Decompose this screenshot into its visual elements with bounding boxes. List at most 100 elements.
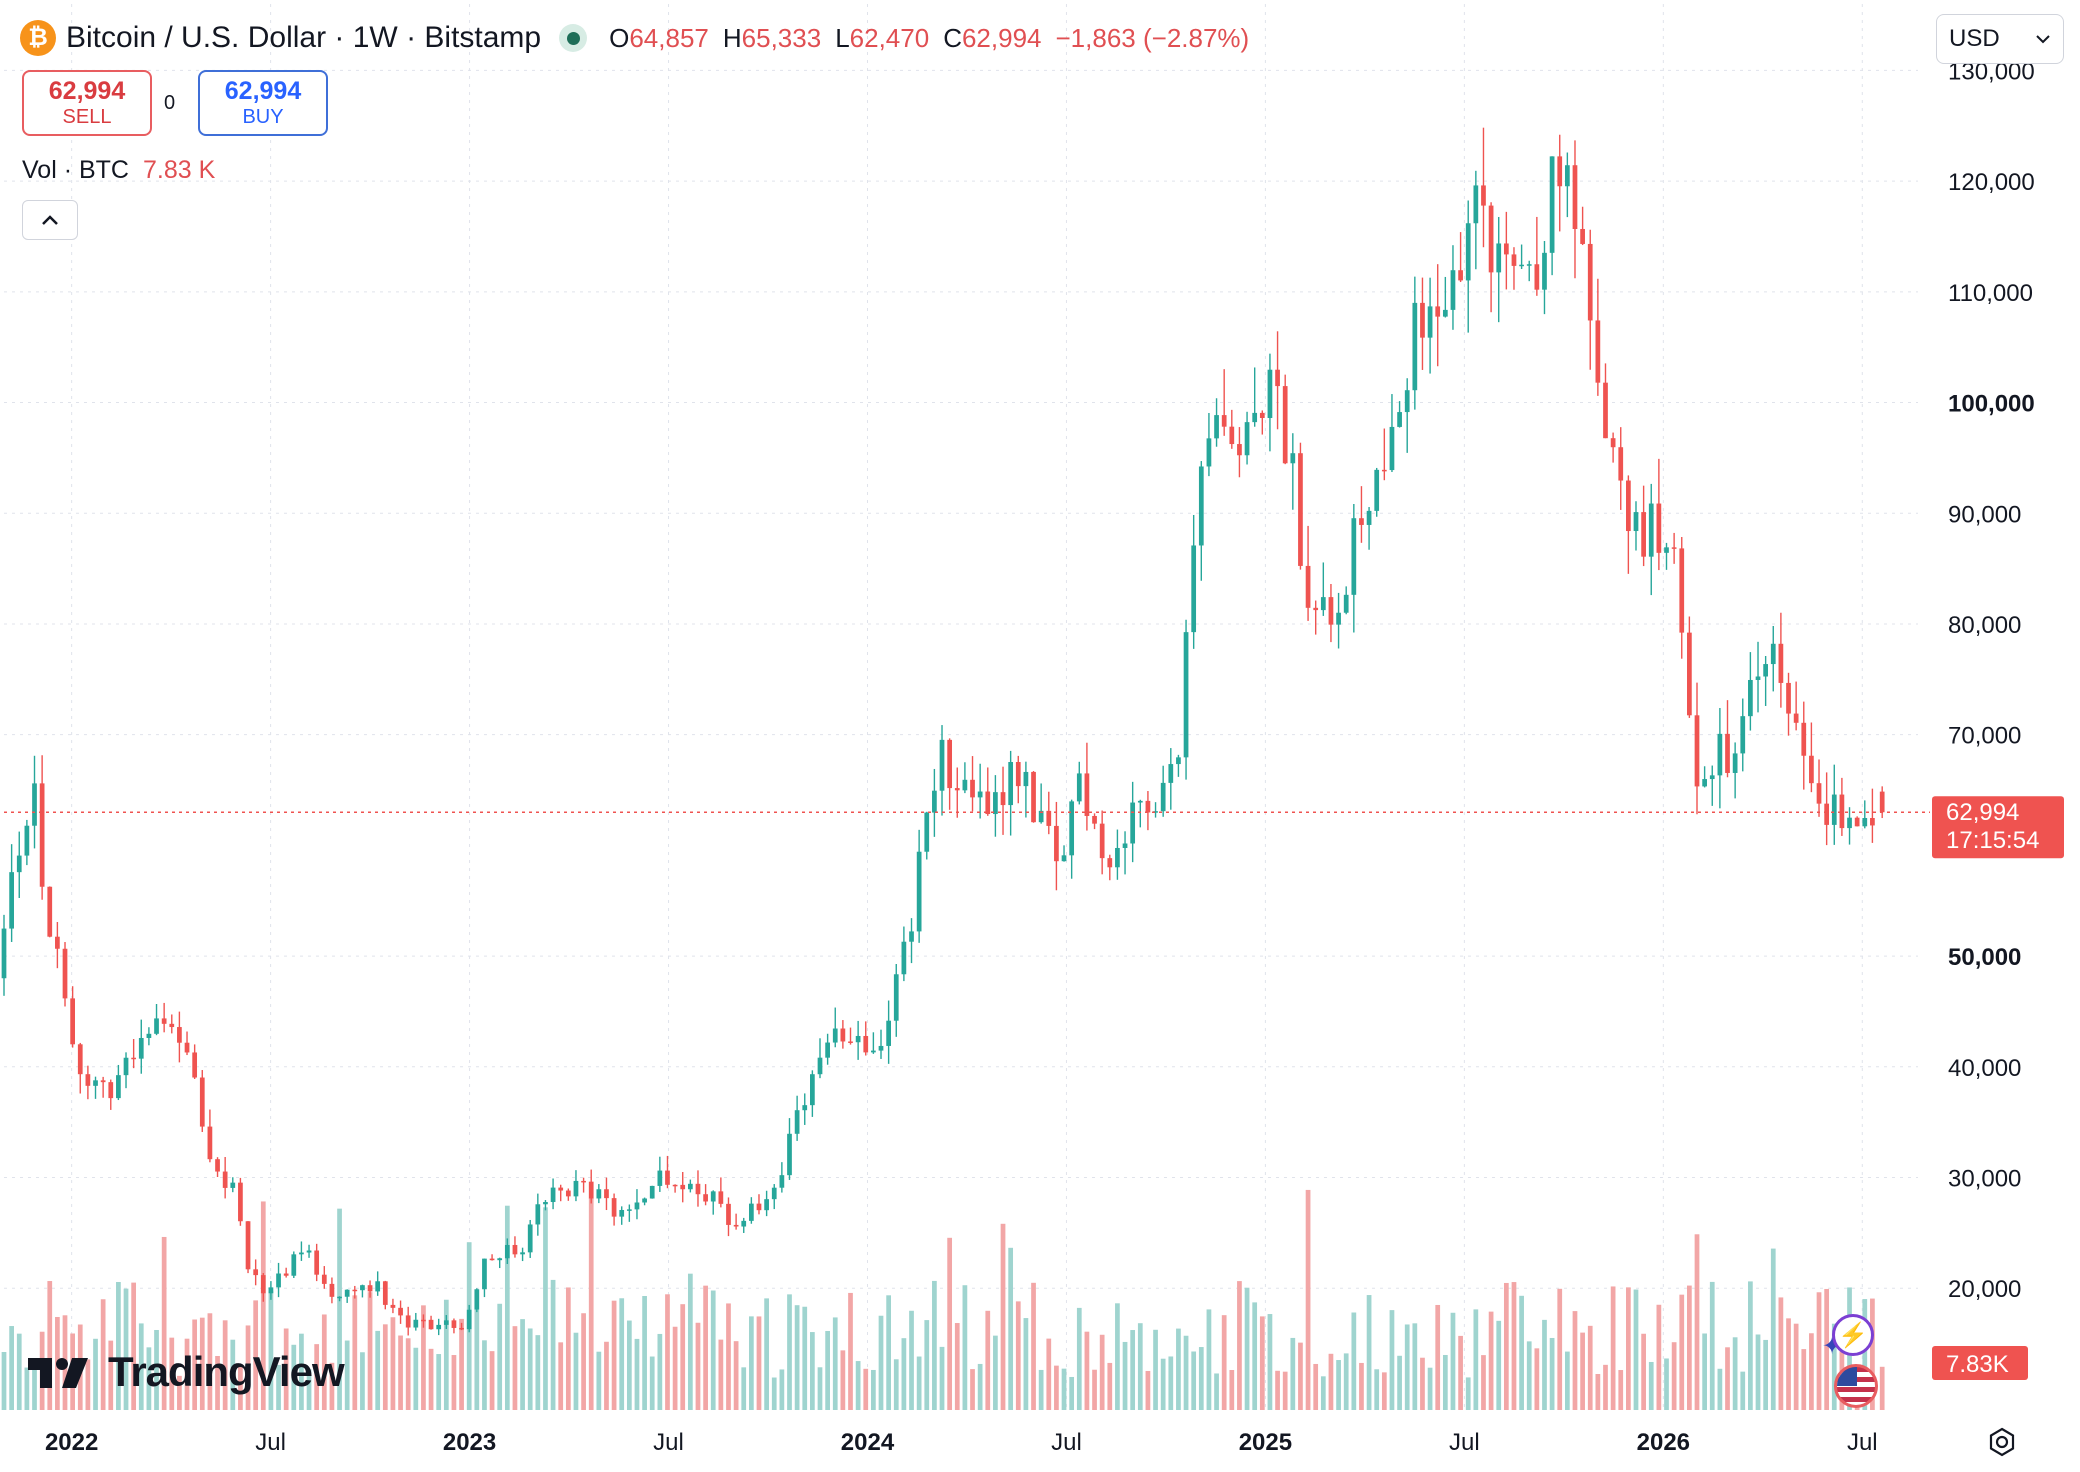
candle-body <box>1397 412 1402 427</box>
volume-bar <box>512 1326 518 1410</box>
candle-body <box>1755 676 1761 680</box>
candle-body <box>947 739 953 789</box>
candle-body <box>893 974 899 1021</box>
candle-body <box>131 1057 137 1060</box>
candle-body <box>1580 228 1585 244</box>
candle-body <box>428 1319 434 1330</box>
candle-body <box>909 931 914 942</box>
price-tick-label: 100,000 <box>1948 391 2035 418</box>
candle-body <box>321 1274 327 1284</box>
candle-body <box>1099 823 1105 859</box>
candle-body <box>276 1273 281 1288</box>
candle-body <box>1244 422 1250 456</box>
volume-bar <box>177 1375 182 1410</box>
volume-bar <box>520 1319 525 1410</box>
candle-body <box>1420 302 1425 338</box>
candle-body <box>680 1184 686 1190</box>
gear-icon[interactable] <box>1986 1426 2018 1458</box>
candle-body <box>604 1189 609 1199</box>
volume-bar <box>428 1348 434 1410</box>
volume-bar <box>1503 1282 1509 1410</box>
candle-body <box>1412 302 1418 391</box>
volume-bar <box>619 1298 625 1410</box>
candle-body <box>24 825 30 856</box>
market-status-icon[interactable] <box>559 24 588 52</box>
sell-button[interactable]: 62,994 SELL <box>22 70 152 136</box>
volume-bar <box>893 1359 899 1410</box>
volume-bar <box>1435 1304 1441 1410</box>
currency-select[interactable]: USD <box>1936 14 2064 64</box>
volume-bar <box>1023 1318 1029 1410</box>
volume-bar <box>1115 1303 1120 1410</box>
buy-button[interactable]: 62,994 BUY <box>198 70 328 136</box>
volume-bar <box>855 1361 861 1410</box>
candle-body <box>932 790 937 813</box>
candle-body <box>1008 762 1014 806</box>
volume-bar <box>1671 1342 1677 1410</box>
price-axis[interactable]: 130,000120,000110,000100,00090,00080,000… <box>1948 58 2035 1303</box>
volume-bar <box>710 1290 716 1410</box>
volume-bar <box>1465 1377 1471 1410</box>
close-value: 62,994 <box>961 22 1042 53</box>
candle-body <box>1824 803 1830 825</box>
volume-bar <box>1748 1281 1753 1410</box>
volume-bar <box>695 1322 701 1410</box>
candle-body <box>1740 716 1746 754</box>
volume-bar <box>238 1367 243 1410</box>
candle-body <box>1 928 7 979</box>
candle-body <box>916 851 922 932</box>
chevron-down-icon <box>2036 35 2050 44</box>
lightning-icon[interactable]: ⚡ <box>1832 1314 1874 1356</box>
candle-body <box>840 1028 846 1042</box>
candle-body <box>375 1281 381 1292</box>
tradingview-logo[interactable]: TradingView <box>26 1348 345 1396</box>
candle-body <box>741 1220 747 1227</box>
candle-body <box>47 886 53 937</box>
candle-body <box>260 1275 266 1294</box>
volume-bar <box>1160 1358 1166 1410</box>
candle-body <box>871 1050 876 1053</box>
volume-bar <box>1244 1287 1250 1410</box>
volume-bar <box>596 1351 602 1410</box>
volume-bar <box>459 1318 464 1410</box>
candle-body <box>1610 438 1616 448</box>
candle-body <box>1229 426 1235 445</box>
volume-legend[interactable]: Vol · BTC 7.83 K <box>22 156 215 185</box>
volume-bar <box>451 1355 457 1410</box>
candle-body <box>504 1244 510 1259</box>
volume-bar <box>1145 1370 1151 1410</box>
tradingview-logo-icon <box>28 1358 88 1388</box>
candle-body <box>1793 713 1799 723</box>
volume-bar <box>306 1369 312 1410</box>
us-flag-icon[interactable] <box>1834 1364 1878 1408</box>
volume-bar <box>253 1300 259 1410</box>
volume-bar <box>550 1279 556 1410</box>
candle-body <box>123 1057 129 1076</box>
grid-lines <box>4 4 1918 1410</box>
volume-bar <box>207 1313 213 1410</box>
volume-bar <box>657 1333 663 1410</box>
volume-bar <box>1427 1367 1433 1410</box>
symbol-title[interactable]: Bitcoin / U.S. Dollar · 1W · Bitstamp <box>66 21 542 54</box>
candle-body <box>1054 825 1059 862</box>
last-volume-label: 7.83K <box>1932 1346 2028 1380</box>
candle-body <box>619 1209 625 1217</box>
volume-bar <box>1824 1288 1830 1410</box>
candle-body <box>558 1187 564 1191</box>
volume-bar <box>329 1362 335 1410</box>
volume-bar <box>604 1341 609 1410</box>
volume-bar <box>1557 1288 1563 1410</box>
volume-bar <box>1580 1332 1585 1410</box>
volume-bar <box>1496 1320 1502 1410</box>
collapse-legend-button[interactable] <box>22 200 78 240</box>
candle-body <box>192 1052 198 1078</box>
time-tick-label: Jul <box>1449 1429 1480 1456</box>
candle-body <box>1031 771 1036 823</box>
time-axis[interactable]: 2022 Jul 2023 Jul 2024 Jul 2025 Jul 2026 Jul <box>45 1429 1878 1456</box>
candle-body <box>1587 243 1593 321</box>
volume-bar <box>154 1329 159 1410</box>
candle-body <box>924 812 930 852</box>
open-label: O <box>609 22 630 53</box>
candle-body <box>748 1203 754 1221</box>
